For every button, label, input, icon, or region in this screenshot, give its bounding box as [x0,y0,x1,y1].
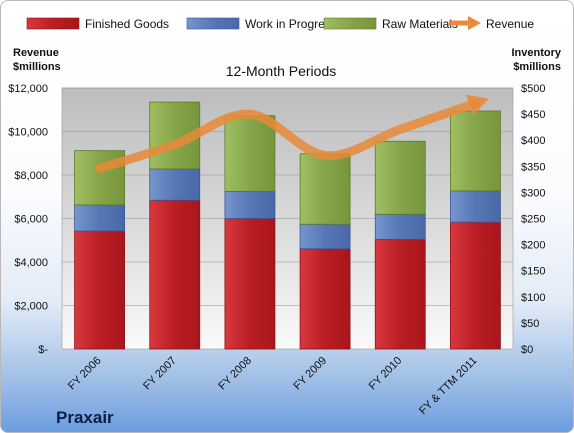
legend: Finished Goods Work in Progress Raw Mate… [26,16,534,31]
x-tick-label: FY 2007 [141,355,179,393]
right-tick-label: $150 [521,266,545,278]
right-tick-label: $200 [521,240,545,252]
revenue-line-path [95,98,480,173]
x-tick-label: FY & TTM 2011 [417,355,480,418]
legend-label-raw-materials: Raw Materials [382,17,458,31]
left-tick-label: $- [38,344,48,356]
legend-swatch-finished-goods [26,17,80,30]
x-axis-ticks: FY 2006 FY 2007 FY 2008 FY 2009 FY 2010 FY & … [66,355,480,418]
revenue-line [95,94,489,173]
bar-work-in-progress [74,204,125,232]
bar-raw-materials [450,110,501,192]
bar-finished-goods [374,238,426,350]
left-tick-label: $4,000 [14,257,48,269]
x-tick-label: FY 2008 [216,355,254,393]
bar-finished-goods [149,199,201,350]
left-tick-label: $10,000 [8,127,48,139]
right-axis-title-line2: $millions [513,61,561,73]
bar-work-in-progress [149,168,201,201]
right-tick-label: $50 [521,318,539,330]
right-tick-label: $400 [521,135,545,147]
left-axis-ticks: $- $2,000 $4,000 $6,000 $8,000 $10,000 $12,000 [8,83,48,356]
right-tick-label: $300 [521,187,545,199]
right-tick-label: $500 [521,83,545,95]
right-tick-label: $100 [521,292,545,304]
x-tick-label: FY 2010 [367,355,405,393]
right-tick-label: $450 [521,109,545,121]
bar-work-in-progress [374,213,426,240]
right-axis-ticks: $0 $50 $100 $150 $200 $250 $300 $350 $400 $450 $50… [521,83,545,356]
legend-label-work-in-progress: Work in Progress [245,17,337,31]
bar-raw-materials [74,150,125,206]
revenue-arrowhead [466,94,489,116]
bar-work-in-progress [224,190,276,219]
right-tick-label: $250 [521,214,545,226]
company-name: Praxair [56,408,114,427]
legend-swatch-raw-materials [323,17,377,30]
legend-item-raw-materials: Raw Materials [323,17,458,31]
legend-label-revenue: Revenue [486,17,534,31]
bar-work-in-progress [450,190,501,223]
bar-work-in-progress [299,223,351,250]
bar-finished-goods [299,248,351,350]
bar-raw-materials [299,153,351,225]
legend-item-revenue: Revenue [449,16,534,31]
bar-raw-materials [224,115,276,192]
left-axis-title-line1: Revenue [13,47,59,59]
x-tick-label: FY 2009 [291,355,329,393]
right-axis-title-line1: Inventory [511,47,561,59]
left-tick-label: $2,000 [14,301,48,313]
legend-item-finished-goods: Finished Goods [26,17,169,31]
bars [74,101,501,350]
bar-raw-materials [374,140,426,215]
legend-label-finished-goods: Finished Goods [85,17,169,31]
legend-swatch-work-in-progress [186,17,240,30]
left-axis-title-line2: $millions [13,61,61,73]
left-tick-label: $12,000 [8,83,48,95]
right-tick-label: $350 [521,161,545,173]
legend-arrow-revenue [468,16,481,30]
bar-finished-goods [74,230,125,350]
legend-item-work-in-progress: Work in Progress [186,17,337,31]
right-tick-label: $0 [521,344,533,356]
x-tick-label: FY 2006 [66,355,104,393]
bar-finished-goods [224,218,276,350]
chart-subtitle: 12-Month Periods [226,63,337,79]
left-tick-label: $8,000 [14,170,48,182]
bar-finished-goods [450,221,501,350]
left-tick-label: $6,000 [14,214,48,226]
